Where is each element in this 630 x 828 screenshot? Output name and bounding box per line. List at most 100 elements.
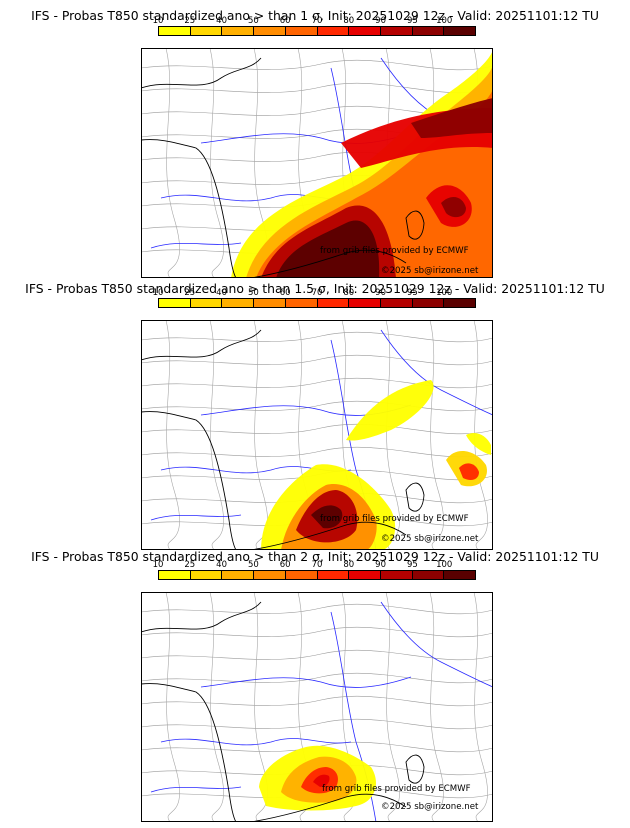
colorbar-tick-label: 50 [247,288,259,298]
colorbar-swatch [254,571,286,579]
copyright-credit: ©2025 sb@irizone.net [381,534,479,544]
colorbar-swatch [285,299,318,307]
colorbar-tick-label: 10 [152,560,164,570]
department-boundary [429,320,444,550]
colorbar-swatch [254,299,286,307]
colorbar-tick-label: 50 [247,16,259,26]
colorbar-swatch [317,27,350,35]
map-canvas [141,48,493,278]
colorbar-swatch [412,299,445,307]
colorbar-swatch [444,299,476,307]
colorbar-swatch [190,299,223,307]
map-frame [141,592,493,822]
probability-field [261,380,491,550]
colorbar-tick-label: 80 [343,560,355,570]
river [150,242,242,249]
colorbar-swatch [349,571,381,579]
colorbar-swatch [285,571,318,579]
department-boundary [253,592,268,822]
colorbar-swatch [190,571,223,579]
department-boundary [209,48,224,278]
colorbar-swatch [412,27,445,35]
source-credit: from grib files provided by ECMWF [322,784,471,794]
panel-title: IFS - Probas T850 standardized ano > tha… [25,281,605,296]
department-boundary [253,320,268,550]
colorbar-tick-label: 60 [279,16,291,26]
colorbar-tick-label: 25 [184,560,196,570]
source-credit: from grib files provided by ECMWF [320,514,469,524]
department-boundary [209,320,224,550]
colorbar-swatch [222,299,255,307]
river [380,601,493,688]
colorbar-tick-label: 80 [343,288,355,298]
colorbar-tick-label: 10 [152,288,164,298]
department-boundary [141,400,493,412]
coastline [405,210,425,240]
department-boundary [141,649,493,661]
probability-contour [311,505,343,529]
department-boundary [141,718,493,730]
department-boundary [165,320,180,550]
probability-contour [411,98,493,138]
probability-map [141,592,493,822]
colorbar-swatch [254,27,286,35]
colorbar-tick-label: 25 [184,16,196,26]
colorbar-tick-label: 70 [311,288,323,298]
colorbar-swatch [380,299,413,307]
probability-map [141,320,493,550]
map-panel-3: IFS - Probas T850 standardized ano > tha… [0,544,630,822]
department-boundary [141,695,493,707]
department-boundary [141,331,493,343]
probability-contour [346,380,434,441]
department-boundary [473,320,488,550]
colorbar-tick-label: 25 [184,288,196,298]
coastline [250,793,407,822]
colorbar-tick-label: 10 [152,16,164,26]
colorbar-swatch [349,299,381,307]
probability-contour [459,463,479,480]
panel-title: IFS - Probas T850 standardized ano > tha… [31,8,599,23]
colorbar-tick-label: 95 [406,288,418,298]
colorbar-tick-labels: 10 25 40 50 60 70 80 90 95 100 [153,16,476,26]
coastline [141,601,262,633]
colorbar-swatch [159,299,191,307]
map-frame [141,320,493,550]
map-canvas [141,320,493,550]
river [150,514,242,521]
colorbar-swatch [222,571,255,579]
colorbar-tick-label: 50 [247,560,259,570]
colorbar-tick-label: 100 [436,16,453,26]
colorbar-swatch [380,27,413,35]
coastline [141,411,237,550]
colorbar-tick-label: 70 [311,560,323,570]
coastline [405,754,425,784]
colorbar-tick-label: 60 [279,560,291,570]
coastline [141,329,262,361]
colorbar-tick-labels: 10 25 40 50 60 70 80 90 95 100 [153,288,476,298]
department-boundary [165,592,180,822]
colorbar-tick-label: 60 [279,288,291,298]
colorbar-tick-label: 90 [375,288,387,298]
river [160,738,352,746]
department-boundary [141,626,493,638]
department-boundary [141,377,493,389]
colorbar [158,26,476,36]
coastline [141,57,262,89]
river [200,676,412,688]
colorbar-swatch [159,27,191,35]
source-credit: from grib files provided by ECMWF [320,246,469,256]
colorbar-swatch [317,299,350,307]
colorbar-tick-label: 95 [406,16,418,26]
department-boundary [209,592,224,822]
colorbar-tick-label: 100 [436,560,453,570]
colorbar-swatch [222,27,255,35]
department-boundary [141,59,493,71]
probability-field [259,745,376,811]
coastline [405,482,425,512]
colorbar-swatch [444,27,476,35]
department-boundary [141,354,493,366]
colorbar-swatch [285,27,318,35]
department-boundary [141,423,493,435]
coastline [141,683,237,822]
colorbar-swatch [444,571,476,579]
